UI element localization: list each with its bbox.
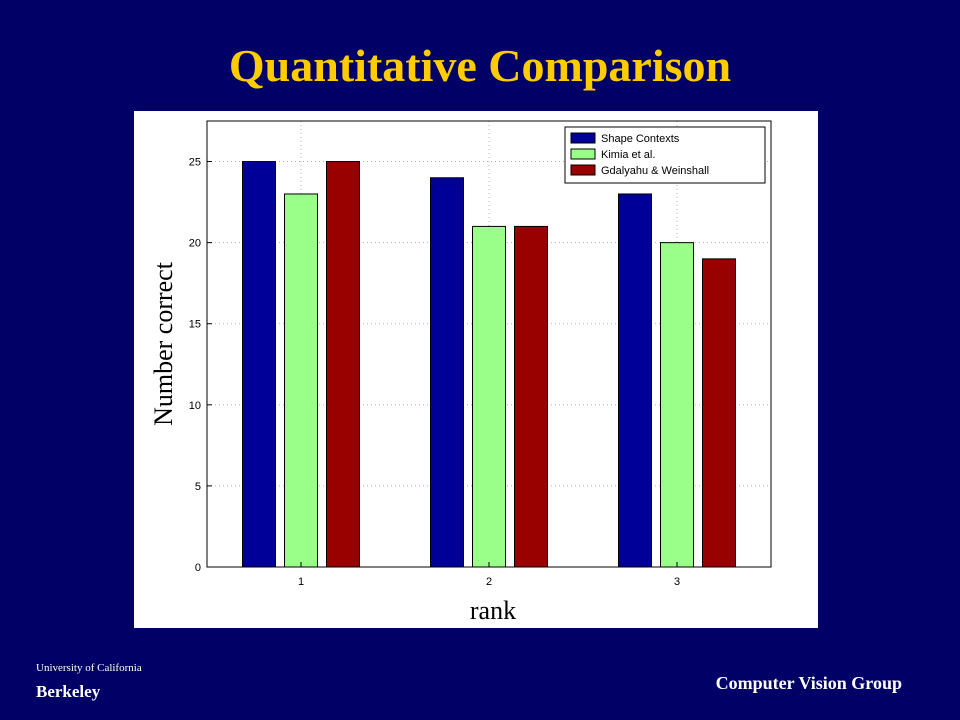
bar (618, 193, 652, 568)
y-tick-label: 20 (189, 238, 201, 250)
y-tick-label: 25 (189, 157, 201, 169)
footer-group: Computer Vision Group (715, 673, 902, 693)
bar (472, 225, 506, 568)
footer-campus: Berkeley (36, 682, 101, 701)
y-axis-label: Number correct (149, 261, 178, 426)
y-tick-label: 10 (189, 400, 201, 412)
legend-label: Shape Contexts (601, 133, 680, 145)
x-tick-label: 1 (298, 576, 304, 588)
slide-title: Quantitative Comparison (228, 40, 732, 91)
bar (430, 177, 464, 568)
y-tick-label: 15 (189, 319, 201, 331)
legend-swatch (570, 164, 596, 176)
x-axis-label: rank (470, 596, 516, 625)
bar (242, 161, 276, 568)
legend: Shape Contexts Kimia et al. Gdalyahu & Wei… (564, 126, 766, 184)
bar (326, 161, 360, 568)
y-tick-label: 5 (195, 481, 201, 493)
legend-label: Gdalyahu & Weinshall (601, 165, 709, 177)
bars (242, 161, 736, 568)
bar-chart: 0 5 10 15 20 25 1 2 3 Number correct rank Shape … (149, 120, 772, 625)
legend-swatch (570, 132, 596, 144)
legend-swatch (570, 148, 596, 160)
x-tick-label: 3 (674, 576, 680, 588)
y-tick-label: 0 (195, 562, 201, 574)
legend-label: Kimia et al. (601, 149, 655, 161)
bar (514, 225, 548, 568)
legend-box (564, 126, 766, 184)
footer-university: University of California (36, 662, 142, 674)
bar (660, 242, 694, 568)
bar (702, 258, 736, 568)
bar (284, 193, 318, 568)
axis-ticks: 0 5 10 15 20 25 1 2 3 (189, 157, 680, 588)
chart-panel: 0 5 10 15 20 25 1 2 3 Number correct rank Shape … (134, 111, 818, 628)
x-tick-label: 2 (486, 576, 492, 588)
